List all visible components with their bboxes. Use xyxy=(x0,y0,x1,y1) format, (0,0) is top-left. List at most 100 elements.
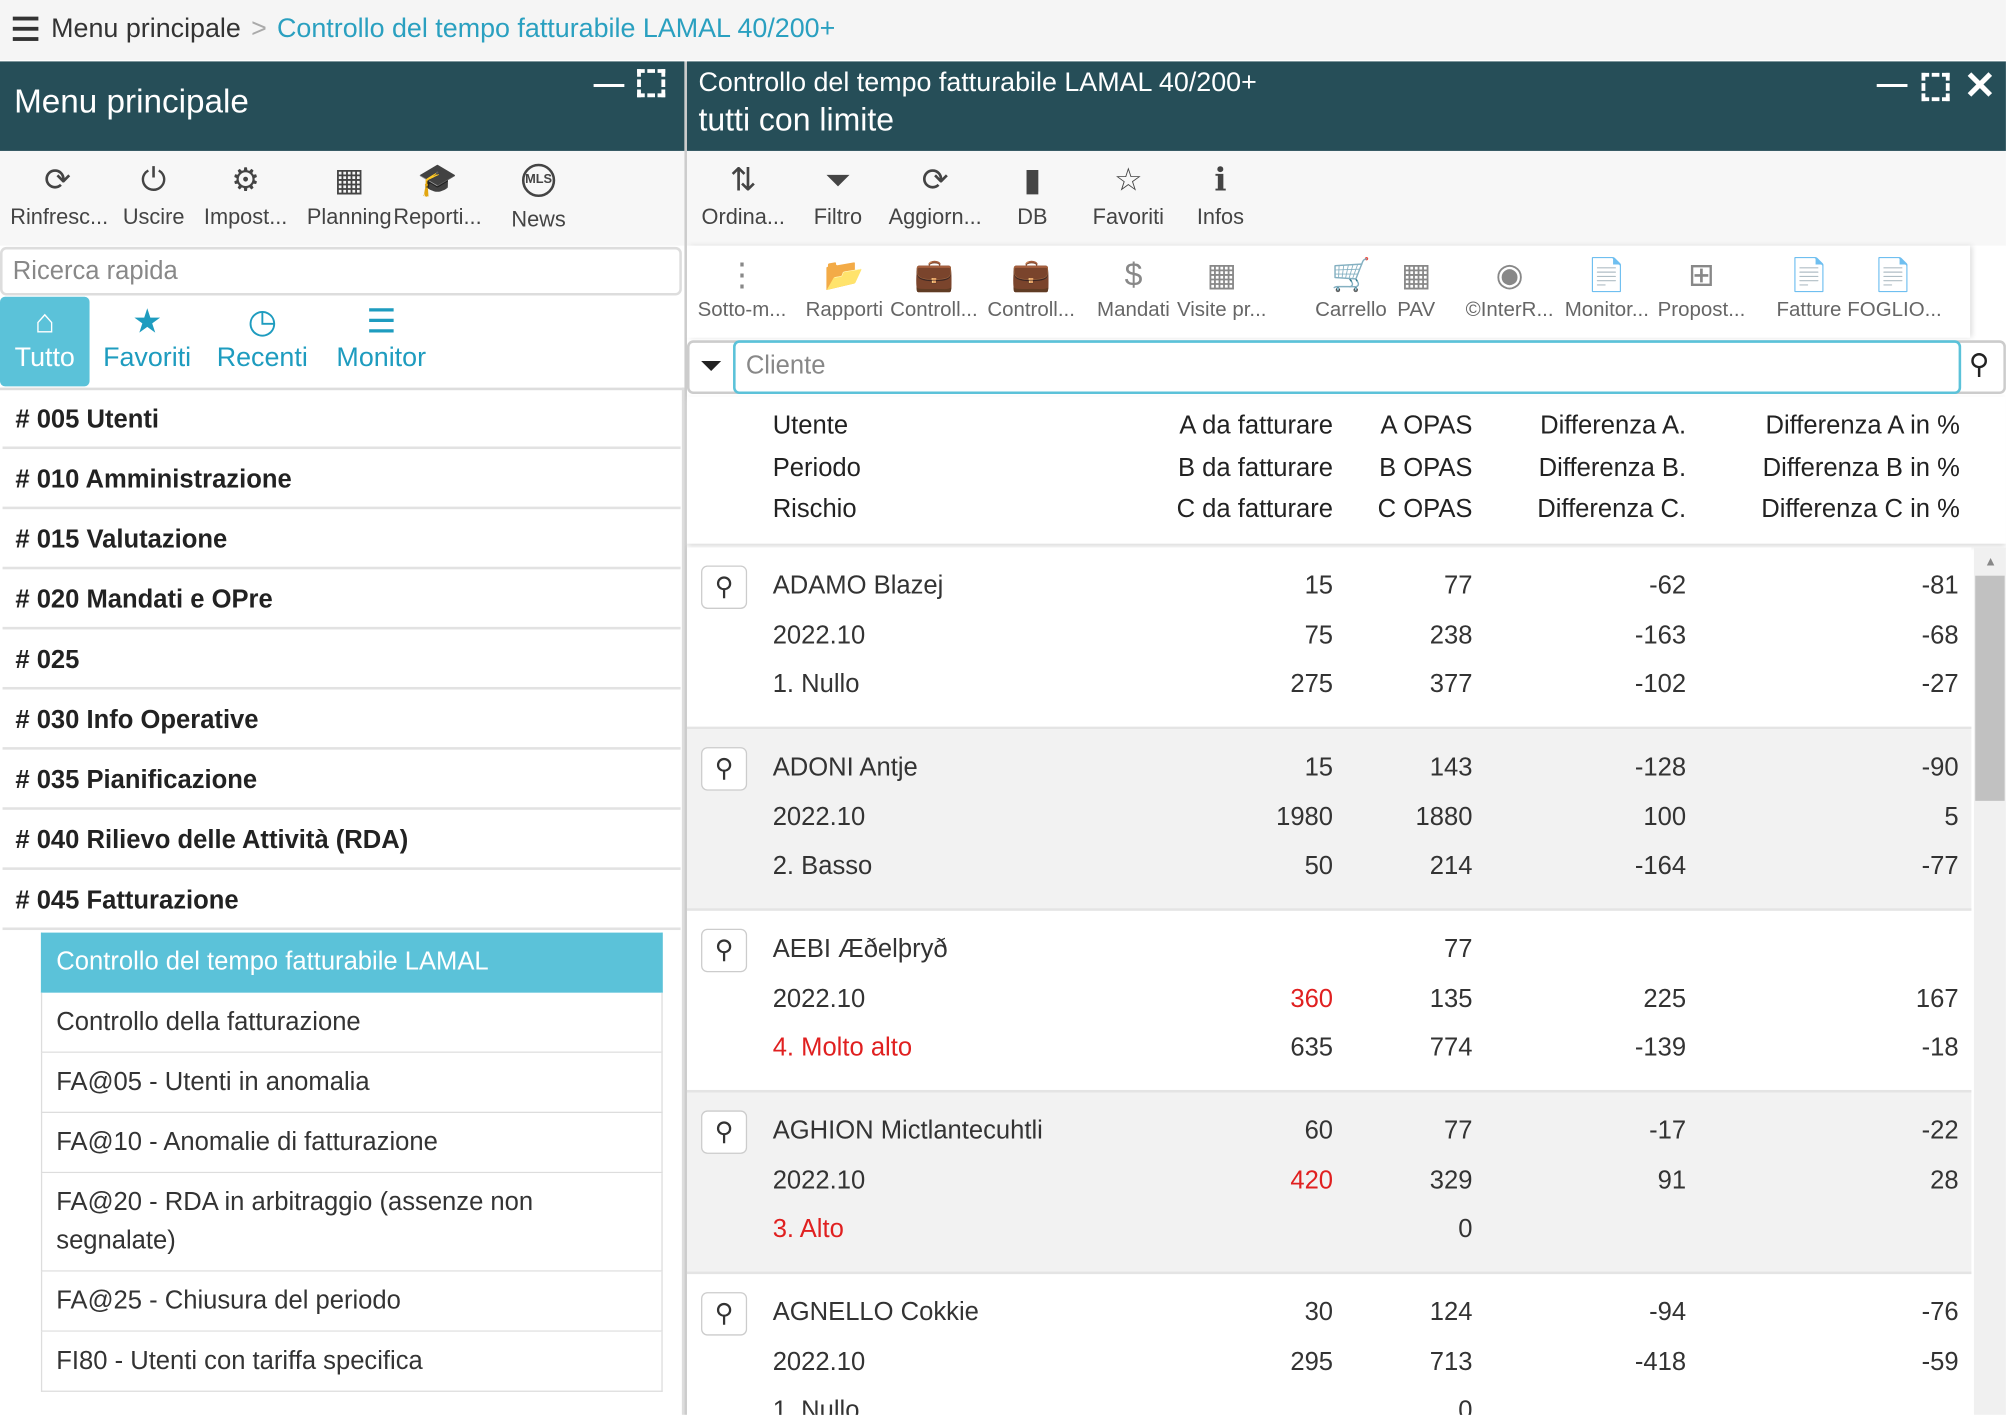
submenu-item[interactable]: Controllo del tempo fatturabile LAMAL xyxy=(40,932,663,993)
toolbar-button-9[interactable]: 📄 Monitor... xyxy=(1561,256,1653,323)
menu-item[interactable]: # 040 Rilievo delle Attività (RDA) xyxy=(2,811,681,870)
close-icon[interactable]: ✕ xyxy=(1963,65,1996,108)
submenu-item[interactable]: FA@20 - RDA in arbitraggio (assenze non … xyxy=(40,1173,663,1272)
menu-item[interactable]: # 020 Mandati e OPre xyxy=(2,571,681,630)
table-row[interactable]: ⚲ AEBI Æðelþryð 2022.10 4. Molto alto 77 360 1… xyxy=(686,910,1972,1093)
breadcrumb-separator: > xyxy=(251,14,267,44)
toolbar-button-6[interactable]: 🛒 Carrello xyxy=(1302,256,1399,323)
value-cell: -27 xyxy=(1921,670,1959,699)
submenu-item[interactable]: FA@25 - Chiusura del periodo xyxy=(40,1271,663,1332)
scrollbar-thumb[interactable] xyxy=(1975,575,2005,801)
hamburger-menu-icon[interactable] xyxy=(12,16,39,43)
toolbar-button-5[interactable]: ℹ Infos xyxy=(1188,161,1252,230)
toolbar-button-4[interactable]: ☆ Favoriti xyxy=(1084,161,1174,230)
user-name: ADAMO Blazej xyxy=(772,571,944,600)
submenu-item[interactable]: FA@10 - Anomalie di fatturazione xyxy=(40,1112,663,1174)
toolbar-button-0[interactable]: ⇅ Ordina... xyxy=(696,161,791,230)
submenu-item[interactable]: FI80 - Utenti con tariffa specifica xyxy=(40,1331,663,1392)
row-search-button[interactable]: ⚲ xyxy=(701,1292,748,1336)
value-cell: -102 xyxy=(1634,670,1687,699)
table-row[interactable]: ⚲ ADONI Antje 2022.10 2. Basso 15 143 -128 -90 1… xyxy=(686,729,1972,911)
menu-item[interactable]: # 045 Fatturazione xyxy=(2,871,681,931)
column-header-label[interactable]: Differenza C. xyxy=(1537,495,1687,524)
panel-divider[interactable] xyxy=(684,61,687,1415)
column-header-label[interactable]: C da fatturare xyxy=(1176,495,1334,524)
row-search-button[interactable]: ⚲ xyxy=(701,565,748,609)
quick-search-input[interactable]: Ricerca rapida xyxy=(0,246,682,296)
menu-item[interactable]: # 005 Utenti xyxy=(2,390,681,450)
minimize-icon[interactable]: — xyxy=(1876,66,1908,102)
column-header-label[interactable]: Periodo xyxy=(772,453,861,482)
minimize-icon[interactable]: — xyxy=(593,66,625,102)
tab-recenti[interactable]: ◷ Recenti xyxy=(210,297,315,387)
column-header-label[interactable]: Differenza B in % xyxy=(1762,453,1960,482)
column-header-label[interactable]: A OPAS xyxy=(1380,411,1473,441)
row-search-button[interactable]: ⚲ xyxy=(701,928,748,973)
toolbar-button-5[interactable]: MLS News xyxy=(510,161,566,233)
scrollbar[interactable]: ▲ xyxy=(1973,547,2006,1415)
toolbar-button-1[interactable]: ⏻ Uscire xyxy=(123,161,185,230)
toolbar-button-2[interactable]: ⟳ Aggiorn... xyxy=(881,161,988,230)
column-header-label[interactable]: B OPAS xyxy=(1379,453,1473,482)
value-cell: 214 xyxy=(1429,852,1473,881)
column-header-label[interactable]: Rischio xyxy=(772,495,857,524)
maximize-icon[interactable] xyxy=(637,69,666,98)
table-row[interactable]: ⚲ ADAMO Blazej 2022.10 1. Nullo 15 77 -62 -81 75… xyxy=(686,547,1972,730)
toolbar-button-10[interactable]: ⊞ Propost... xyxy=(1655,256,1747,323)
toolbar-button-3[interactable]: ▦ Planning xyxy=(303,161,395,230)
toolbar-button-2[interactable]: 💼 Controll... xyxy=(888,256,980,323)
submenu-item[interactable]: FA@05 - Utenti in anomalia xyxy=(40,1052,663,1113)
toolbar-button-11[interactable]: 📄 Fatture xyxy=(1763,256,1855,323)
clock-icon: ◷ xyxy=(247,301,277,341)
client-filter-input[interactable]: Cliente xyxy=(733,340,1962,395)
value-cell: 15 xyxy=(1304,571,1334,600)
column-header-label[interactable]: B da fatturare xyxy=(1177,453,1334,482)
column-header-label[interactable]: Differenza C in % xyxy=(1761,495,1960,524)
maximize-icon[interactable] xyxy=(1921,72,1950,102)
toolbar-button-4[interactable]: $ Mandati xyxy=(1087,256,1179,323)
toolbar-button-5[interactable]: ▦ Visite pr... xyxy=(1176,256,1268,323)
scroll-up-icon[interactable]: ▲ xyxy=(1984,555,1997,570)
gear-icon: ⚙ xyxy=(231,162,260,199)
column-header-label[interactable]: Differenza A in % xyxy=(1765,411,1960,441)
column-header-label[interactable]: A da fatturare xyxy=(1179,411,1334,441)
submenu-item[interactable]: Controllo della fatturazione xyxy=(40,992,663,1053)
toolbar-button-0[interactable]: ⋮ Sotto-m... xyxy=(696,256,788,323)
search-icon[interactable]: ⚲ xyxy=(1968,347,1990,380)
value-cell: -90 xyxy=(1921,753,1959,782)
menu-item[interactable]: # 030 Info Operative xyxy=(2,691,681,750)
menu-item[interactable]: # 010 Amministrazione xyxy=(2,450,681,510)
column-header-label[interactable]: C OPAS xyxy=(1377,495,1473,524)
tab-label: Favoriti xyxy=(103,342,192,373)
toolbar-button-7[interactable]: ▦ PAV xyxy=(1394,256,1437,323)
grid-icon: ▦ xyxy=(1401,257,1432,293)
toolbar-button-1[interactable]: ⏷ Filtro xyxy=(802,161,874,230)
column-header-label[interactable]: Utente xyxy=(772,411,849,441)
tab-favoriti[interactable]: ★ Favoriti xyxy=(95,297,200,387)
row-search-button[interactable]: ⚲ xyxy=(701,1110,748,1154)
mls-news-icon: MLS xyxy=(521,163,556,198)
toolbar-button-0[interactable]: ⟳ Rinfresc... xyxy=(10,161,108,230)
toolbar-button-8[interactable]: ◉ ©InterR... xyxy=(1464,256,1556,323)
menu-item[interactable]: # 035 Pianificazione xyxy=(2,751,681,810)
toolbar-button-3[interactable]: ▮ DB xyxy=(1002,161,1063,230)
table-row[interactable]: ⚲ AGHION Mictlantecuhtli 2022.10 3. Alto 60 7… xyxy=(686,1092,1972,1275)
toolbar-button-2[interactable]: ⚙ Impost... xyxy=(202,161,289,230)
value-cell: 60 xyxy=(1304,1116,1334,1145)
table-row[interactable]: ⚲ AGNELLO Cokkie 2022.10 1. Nullo 30 124 -94 -7… xyxy=(686,1274,1972,1415)
toolbar-label: PAV xyxy=(1397,299,1436,322)
tab-monitor[interactable]: ☰ Monitor xyxy=(322,297,440,387)
toolbar-button-4[interactable]: 🎓 Reporti... xyxy=(390,161,485,230)
column-header-label[interactable]: Differenza A. xyxy=(1540,411,1687,441)
toolbar-button-3[interactable]: 💼 Controll... xyxy=(985,256,1077,323)
column-header-label[interactable]: Differenza B. xyxy=(1538,453,1687,482)
tab-tutto[interactable]: ⌂ Tutto xyxy=(0,296,90,387)
filter-icon[interactable]: ⏷ xyxy=(699,349,723,382)
menu-item[interactable]: # 025 xyxy=(2,631,681,690)
row-search-button[interactable]: ⚲ xyxy=(701,747,748,791)
menu-item[interactable]: # 015 Valutazione xyxy=(2,510,681,570)
breadcrumb-current[interactable]: Controllo del tempo fatturabile LAMAL 40… xyxy=(277,14,836,44)
breadcrumb-root[interactable]: Menu principale xyxy=(51,14,241,44)
toolbar-button-1[interactable]: 📂 Rapporti xyxy=(798,256,890,323)
toolbar-button-12[interactable]: 📄 FOGLIO... xyxy=(1847,256,1941,323)
